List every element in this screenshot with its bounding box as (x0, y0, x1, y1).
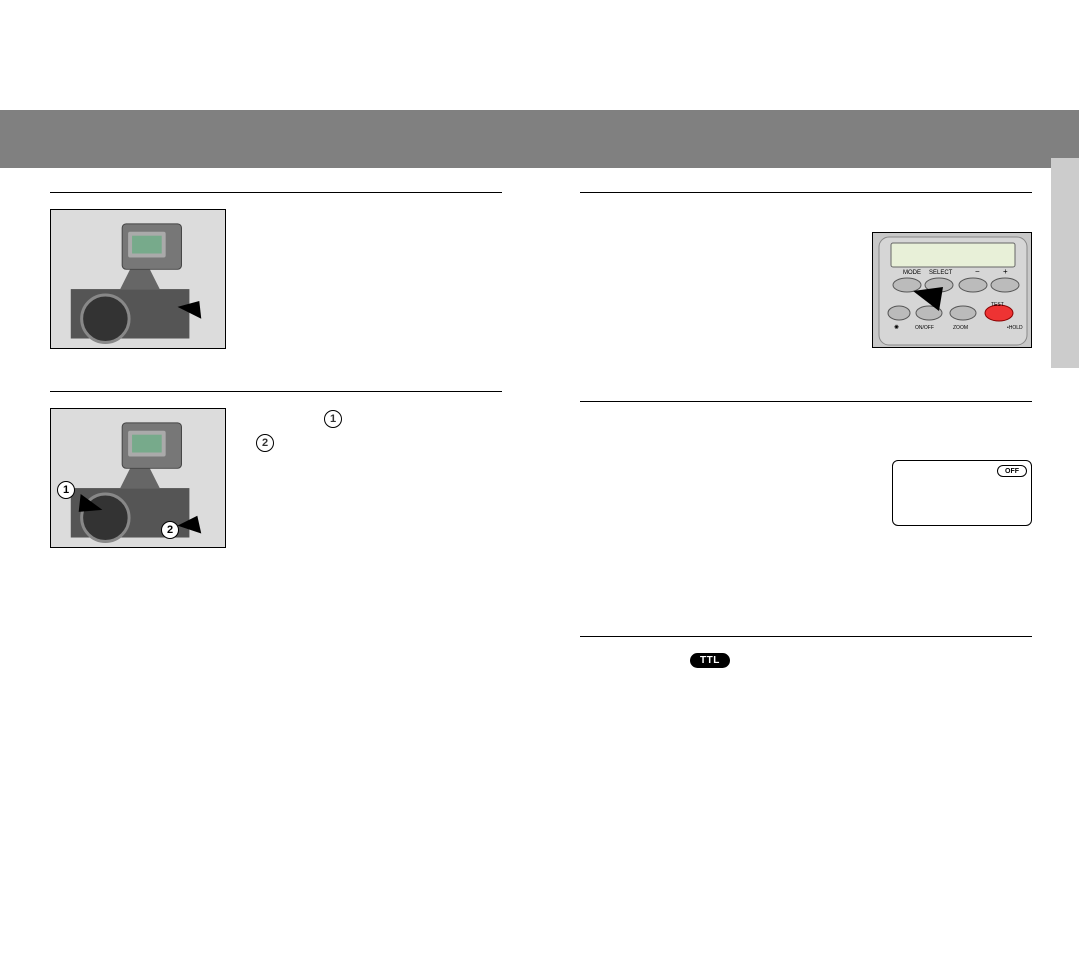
section2: 1 2 1 2 (50, 408, 502, 548)
callout-badge-1-in-photo: 1 (57, 481, 75, 499)
section2-callouts: 1 2 (246, 408, 502, 548)
chapter-side-tab (1051, 158, 1079, 368)
right-column: MODE SELECT − + ✺ ON/OFF ZOOM TEST •HOLD (580, 192, 1032, 668)
section5: TTL (580, 636, 1032, 668)
callout-badge-2-in-photo: 2 (161, 521, 179, 539)
section4 (580, 401, 1032, 402)
label-select: SELECT (929, 270, 953, 276)
rule-bot-right (580, 636, 1032, 637)
section1 (50, 209, 502, 349)
label-mode: MODE (903, 270, 921, 276)
svg-text:✺: ✺ (894, 324, 899, 331)
left-column: 1 2 1 2 (50, 192, 502, 548)
callout-badge-2: 2 (256, 434, 274, 452)
control-panel-svg: MODE SELECT − + ✺ ON/OFF ZOOM TEST •HOLD (873, 233, 1032, 348)
rule-mid-right (580, 401, 1032, 402)
camera-flash-illustration-1 (51, 210, 225, 348)
callout-badge-1: 1 (324, 410, 342, 428)
rule-top-left (50, 192, 502, 193)
svg-text:ZOOM: ZOOM (953, 325, 968, 331)
svg-text:•HOLD: •HOLD (1007, 325, 1023, 331)
rule-mid-left (50, 391, 502, 392)
camera-flash-illustration-2 (51, 409, 225, 547)
label-minus: − (975, 267, 980, 276)
lcd-off-badge: OFF (997, 465, 1027, 477)
header-bar (0, 110, 1079, 168)
svg-text:ON/OFF: ON/OFF (915, 325, 934, 331)
label-plus: + (1003, 267, 1008, 276)
ttl-badge: TTL (690, 653, 730, 668)
rule-top-right (580, 192, 1032, 193)
section2-photo: 1 2 (50, 408, 226, 548)
svg-text:TEST: TEST (991, 302, 1004, 308)
section1-body (246, 209, 502, 349)
section1-photo (50, 209, 226, 349)
flash-lcd-display: OFF (892, 460, 1032, 526)
flash-control-panel-illustration: MODE SELECT − + ✺ ON/OFF ZOOM TEST •HOLD (872, 232, 1032, 348)
